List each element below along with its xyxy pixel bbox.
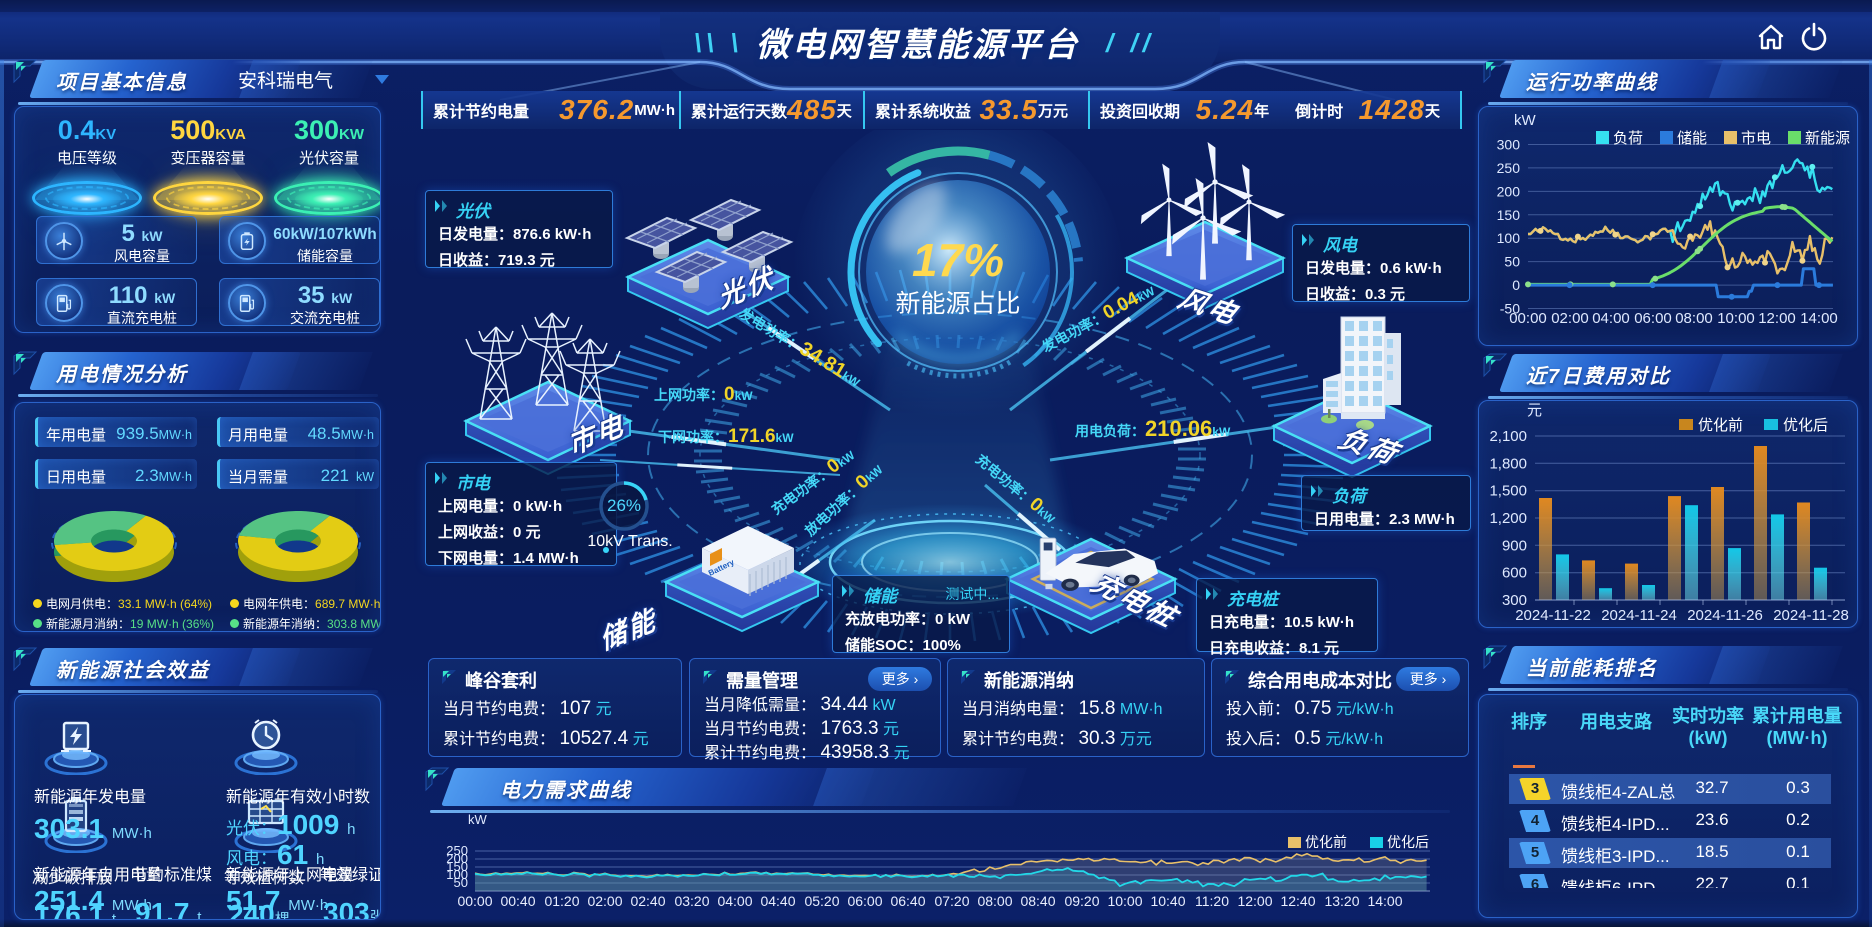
svg-text:100: 100 [446,867,468,882]
svg-text:04:00: 04:00 [717,893,752,909]
svg-text:200: 200 [1497,183,1521,199]
svg-text:05:20: 05:20 [804,893,839,909]
svg-text:10:00: 10:00 [1107,893,1142,909]
svg-text:2024-11-24: 2024-11-24 [1601,607,1677,624]
svg-text:250: 250 [446,843,468,858]
svg-text:优化前: 优化前 [1305,834,1347,850]
svg-text:300: 300 [1502,592,1527,609]
svg-text:12:40: 12:40 [1280,893,1315,909]
svg-text:kW: kW [468,812,488,827]
svg-text:08:00: 08:00 [1675,310,1713,327]
svg-text:600: 600 [1502,565,1527,582]
svg-text:50: 50 [454,875,468,890]
svg-text:元: 元 [1527,402,1542,419]
svg-text:12:00: 12:00 [1237,893,1272,909]
svg-text:2024-11-22: 2024-11-22 [1515,607,1591,624]
svg-text:00:40: 00:40 [500,893,535,909]
svg-text:04:40: 04:40 [760,893,795,909]
svg-text:09:20: 09:20 [1064,893,1099,909]
svg-text:新能源: 新能源 [1805,130,1850,147]
svg-text:1,800: 1,800 [1489,455,1527,472]
svg-text:03:20: 03:20 [674,893,709,909]
svg-text:02:00: 02:00 [1551,310,1589,327]
svg-text:00:00: 00:00 [1509,310,1547,327]
svg-text:优化后: 优化后 [1387,834,1429,850]
svg-text:01:20: 01:20 [544,893,579,909]
svg-text:00:00: 00:00 [457,893,492,909]
svg-text:50: 50 [1504,254,1520,270]
svg-text:150: 150 [446,859,468,874]
svg-text:06:40: 06:40 [890,893,925,909]
svg-text:负荷: 负荷 [1613,130,1643,147]
svg-text:kW: kW [1514,112,1537,129]
svg-text:08:00: 08:00 [977,893,1012,909]
svg-text:100: 100 [1497,230,1521,246]
svg-text:900: 900 [1502,537,1527,554]
svg-text:07:20: 07:20 [934,893,969,909]
svg-text:1,200: 1,200 [1489,510,1527,527]
svg-text:新能源占比: 新能源占比 [895,290,1020,318]
svg-text:14:00: 14:00 [1367,893,1402,909]
svg-text:04:00: 04:00 [1592,310,1630,327]
svg-text:优化后: 优化后 [1783,417,1828,434]
svg-text:13:20: 13:20 [1324,893,1359,909]
svg-text:0: 0 [1512,277,1520,293]
svg-text:储能: 储能 [1677,130,1707,147]
svg-text:08:40: 08:40 [1020,893,1055,909]
svg-text:-50: -50 [1500,301,1520,317]
svg-text:11:20: 11:20 [1195,893,1229,909]
svg-text:06:00: 06:00 [847,893,882,909]
svg-text:17%: 17% [912,234,1004,286]
svg-text:02:00: 02:00 [587,893,622,909]
svg-text:02:40: 02:40 [630,893,665,909]
svg-text:2024-11-28: 2024-11-28 [1773,607,1849,624]
svg-text:150: 150 [1497,207,1521,223]
svg-text:10:40: 10:40 [1150,893,1185,909]
svg-text:1,500: 1,500 [1489,483,1527,500]
svg-text:10:00: 10:00 [1717,310,1755,327]
svg-text:200: 200 [446,851,468,866]
svg-text:06:00: 06:00 [1634,310,1672,327]
svg-text:300: 300 [1497,137,1521,153]
svg-text:2,100: 2,100 [1489,428,1527,445]
svg-text:14:00: 14:00 [1800,310,1838,327]
svg-text:优化前: 优化前 [1698,417,1743,434]
svg-text:12:00: 12:00 [1758,310,1796,327]
svg-text:250: 250 [1497,160,1521,176]
svg-text:2024-11-26: 2024-11-26 [1687,607,1763,624]
svg-text:市电: 市电 [1741,130,1771,147]
